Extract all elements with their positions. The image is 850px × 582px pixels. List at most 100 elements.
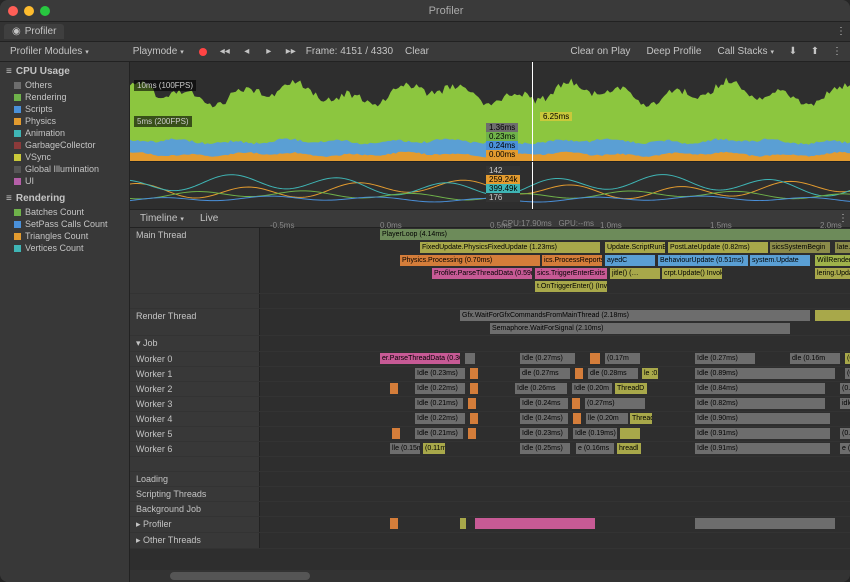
timeline-bar[interactable] [815,310,850,321]
close-icon[interactable] [8,6,18,16]
timeline-bar[interactable] [573,413,581,424]
cpu-usage-module[interactable]: ≡CPU Usage OthersRenderingScriptsPhysics… [0,62,129,189]
render-legend-item[interactable]: Triangles Count [0,230,129,242]
timeline-bar[interactable]: Idle (0.20m [572,383,612,394]
render-chart[interactable]: 142259.24k399.49k176 [130,162,850,210]
timeline-bar[interactable]: Idle (0.84ms) [695,383,825,394]
timeline-bar[interactable]: Idle (0.24ms [520,398,568,409]
scroll-thumb[interactable] [170,572,310,580]
playhead[interactable] [532,162,533,209]
worker-track[interactable]: Worker 4 [130,412,260,426]
render-legend-item[interactable]: SetPass Calls Count [0,218,129,230]
timeline-bar[interactable] [695,518,835,529]
timeline-bar[interactable]: e (0.14m [840,443,850,454]
timeline-bar[interactable] [392,428,400,439]
timeline-bar[interactable]: (0.27ms) [585,398,645,409]
timeline-bar[interactable] [470,383,478,394]
record-button[interactable] [196,45,210,59]
cpu-legend-item[interactable]: UI [0,175,129,187]
timeline-bar[interactable]: idle (0.15m [840,398,850,409]
profiler-group[interactable]: ▸ Profiler [130,517,260,532]
timeline-bar[interactable]: dle (0.27ms [520,368,570,379]
timeline-bar[interactable]: e (0.16ms [576,443,614,454]
cpu-legend-item[interactable]: Animation [0,127,129,139]
timeline-bar[interactable]: ThreadD [615,383,647,394]
timeline-bar[interactable] [572,398,580,409]
timeline-bar[interactable]: dle (0.16m [790,353,840,364]
settings-menu-icon[interactable]: ⋮ [830,45,844,59]
timeline-bar[interactable]: (0.13m [840,383,850,394]
deep-profile-button[interactable]: Deep Profile [642,45,705,58]
thread-group[interactable]: Background Job [130,502,260,516]
timeline-bar[interactable]: Idle (0.82ms) [695,398,825,409]
timeline-bar[interactable]: (0.19m [845,368,850,379]
step-back-button[interactable]: ◂ [240,45,254,59]
timeline-bar[interactable]: Idle (0.26ms [515,383,567,394]
timeline-bar[interactable]: t.OnTriggerEnter() (Invo [535,281,607,292]
timeline-bar[interactable] [475,518,595,529]
timeline-bar[interactable]: ThreadD [630,413,652,424]
minimize-icon[interactable] [24,6,34,16]
timeline-bar[interactable]: Idle (0.27ms) [695,353,755,364]
timeline-bar[interactable]: (0.17m [605,353,640,364]
render-thread-track[interactable]: Render Thread [130,309,260,335]
timeline-bar[interactable]: system.Update [750,255,810,266]
timeline-bar[interactable]: FixedUpdate.PhysicsFixedUpdate (1.23ms) [420,242,600,253]
timeline-bar[interactable] [590,353,600,364]
cpu-legend-item[interactable]: Global Illumination [0,163,129,175]
timeline-bar[interactable]: (0.19ms) [840,428,850,439]
spacer[interactable] [130,457,260,471]
worker-track[interactable]: Worker 0 [130,352,260,366]
timeline-bar[interactable]: Idle (0.22ms) [415,413,465,424]
timeline-bar[interactable]: sicsSystemBegin [770,242,830,253]
render-legend-item[interactable]: Batches Count [0,206,129,218]
timeline-bar[interactable]: ayedC [605,255,655,266]
timeline-bar[interactable]: Idle (0.25ms) [520,443,570,454]
timeline-bar[interactable]: jitle() (… [610,268,660,279]
timeline-bar[interactable]: PlayerLoop (4.14ms) [380,229,850,240]
timeline-bar[interactable]: Idle (0.91ms) [695,428,830,439]
job-group-header[interactable]: ▾ Job [130,336,260,351]
timeline-bar[interactable] [468,398,476,409]
playhead[interactable] [532,62,533,161]
timeline-bar[interactable]: late.PlayerUpdateCanv [835,242,850,253]
timeline-bar[interactable] [470,368,478,379]
clear-button[interactable]: Clear [401,45,433,58]
main-thread-track[interactable]: Main Thread [130,228,260,293]
worker-track[interactable]: Worker 6 [130,442,260,456]
worker-track[interactable]: Worker 5 [130,427,260,441]
tab-menu-icon[interactable]: ⋮ [836,26,846,37]
timeline-bar[interactable]: Profiler.ParseThreadData (0.59ms) [432,268,532,279]
worker-track[interactable]: Worker 2 [130,382,260,396]
cpu-legend-item[interactable]: Rendering [0,91,129,103]
timeline-bar[interactable]: Idle (0.23ms) [520,428,568,439]
load-icon[interactable]: ⬆ [808,45,822,59]
timeline-bar[interactable]: Idle (0.91ms) [695,443,830,454]
step-forward-button[interactable]: ▸ [262,45,276,59]
worker-track[interactable]: Worker 3 [130,397,260,411]
timeline-view-dropdown[interactable]: Timeline [136,212,188,225]
timeline-bar[interactable] [465,353,475,364]
timeline-bar[interactable]: Idle (0.23ms) [415,368,465,379]
timeline-bar[interactable]: lle (0.20m [586,413,628,424]
timeline-bar[interactable] [468,428,476,439]
profiler-tab[interactable]: ◉ Profiler [4,24,64,39]
save-icon[interactable]: ⬇ [786,45,800,59]
spacer[interactable] [130,294,260,308]
timeline-bar[interactable]: WillRenderCanvases [815,255,850,266]
timeline-bar[interactable] [575,368,583,379]
horizontal-scrollbar[interactable] [130,570,850,582]
timeline-bar[interactable]: Semaphore.WaitForSignal (2.10ms) [490,323,790,334]
prev-frame-button[interactable]: ◂◂ [218,45,232,59]
rendering-module[interactable]: ≡Rendering Batches CountSetPass Calls Co… [0,189,129,256]
timeline-bar[interactable]: Idle (0.21ms) [415,398,463,409]
timeline-bar[interactable]: Idle (0.89ms) [695,368,835,379]
timeline-bar[interactable] [470,413,478,424]
live-button[interactable]: Live [196,212,222,225]
timeline-bar[interactable]: PostLateUpdate (0.82ms) [668,242,768,253]
timeline-bar[interactable]: Idle (0.21ms) [415,428,463,439]
timeline-bar[interactable]: dle (0.28ms [588,368,638,379]
cpu-legend-item[interactable]: VSync [0,151,129,163]
timeline-bar[interactable] [390,518,398,529]
maximize-icon[interactable] [40,6,50,16]
